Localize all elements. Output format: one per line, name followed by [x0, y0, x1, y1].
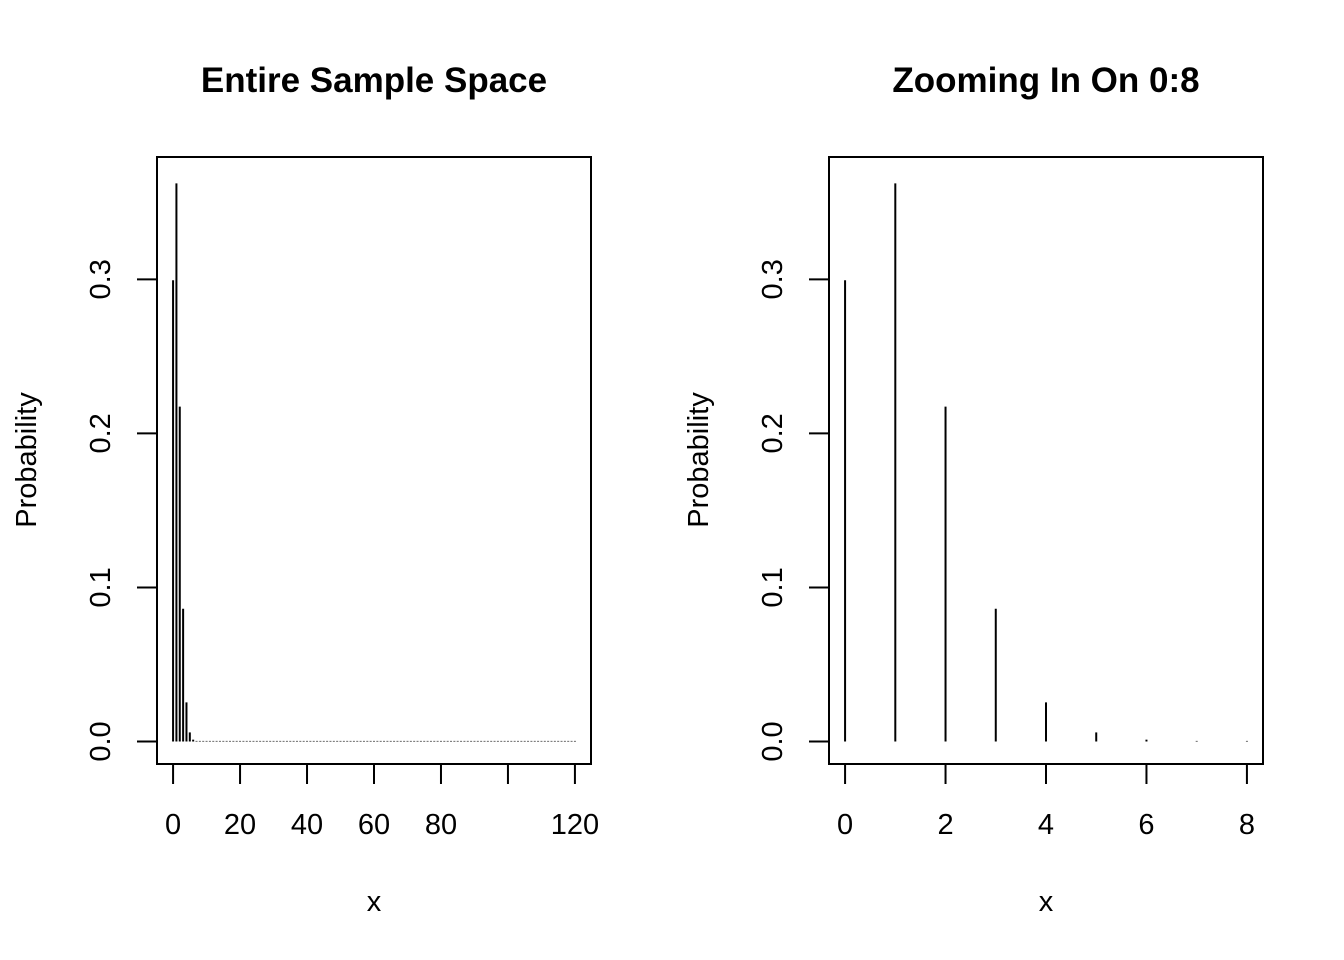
x-tick-label: 60	[358, 809, 390, 841]
bar-series	[844, 183, 1248, 742]
chart-title: Zooming In On 0:8	[892, 61, 1199, 100]
x-axis-label: x	[367, 886, 382, 918]
y-axis: 0.0 0.1 0.2 0.3	[757, 259, 830, 762]
y-axis-label: Probability	[11, 392, 43, 528]
x-tick-label: 2	[937, 809, 953, 841]
y-axis-label: Probability	[683, 392, 715, 528]
x-axis-label: x	[1039, 886, 1054, 918]
x-axis: 0 20 40 60 80 120	[165, 763, 599, 841]
y-axis: 0.0 0.1 0.2 0.3	[85, 259, 158, 762]
y-tick-label: 0.3	[85, 259, 117, 299]
x-tick-label: 8	[1239, 809, 1255, 841]
y-tick-label: 0.3	[757, 259, 789, 299]
x-axis: 0 2 4 6 8	[837, 763, 1255, 841]
y-tick-label: 0.1	[85, 567, 117, 607]
x-tick-label: 6	[1138, 809, 1154, 841]
x-tick-label: 0	[165, 809, 181, 841]
y-tick-label: 0.2	[85, 413, 117, 453]
x-tick-label: 40	[291, 809, 323, 841]
x-tick-label: 0	[837, 809, 853, 841]
panel-zoom-0-8: Zooming In On 0:8 0 2 4 6 8 0.0 0.1 0.2 0.3 x P…	[683, 61, 1264, 918]
y-tick-label: 0.2	[757, 413, 789, 453]
x-tick-label: 4	[1038, 809, 1054, 841]
y-tick-label: 0.0	[757, 721, 789, 761]
panel-entire-sample-space: Entire Sample Space 0 20 40 60 80 120 0.00.10…	[11, 61, 599, 918]
x-tick-label: 120	[551, 809, 599, 841]
x-tick-label: 80	[425, 809, 457, 841]
y-tick-label: 0.1	[757, 567, 789, 607]
y-tick-label: 0.0	[85, 721, 117, 761]
x-tick-label: 20	[224, 809, 256, 841]
bar-series	[172, 183, 576, 742]
chart-title: Entire Sample Space	[201, 61, 547, 100]
